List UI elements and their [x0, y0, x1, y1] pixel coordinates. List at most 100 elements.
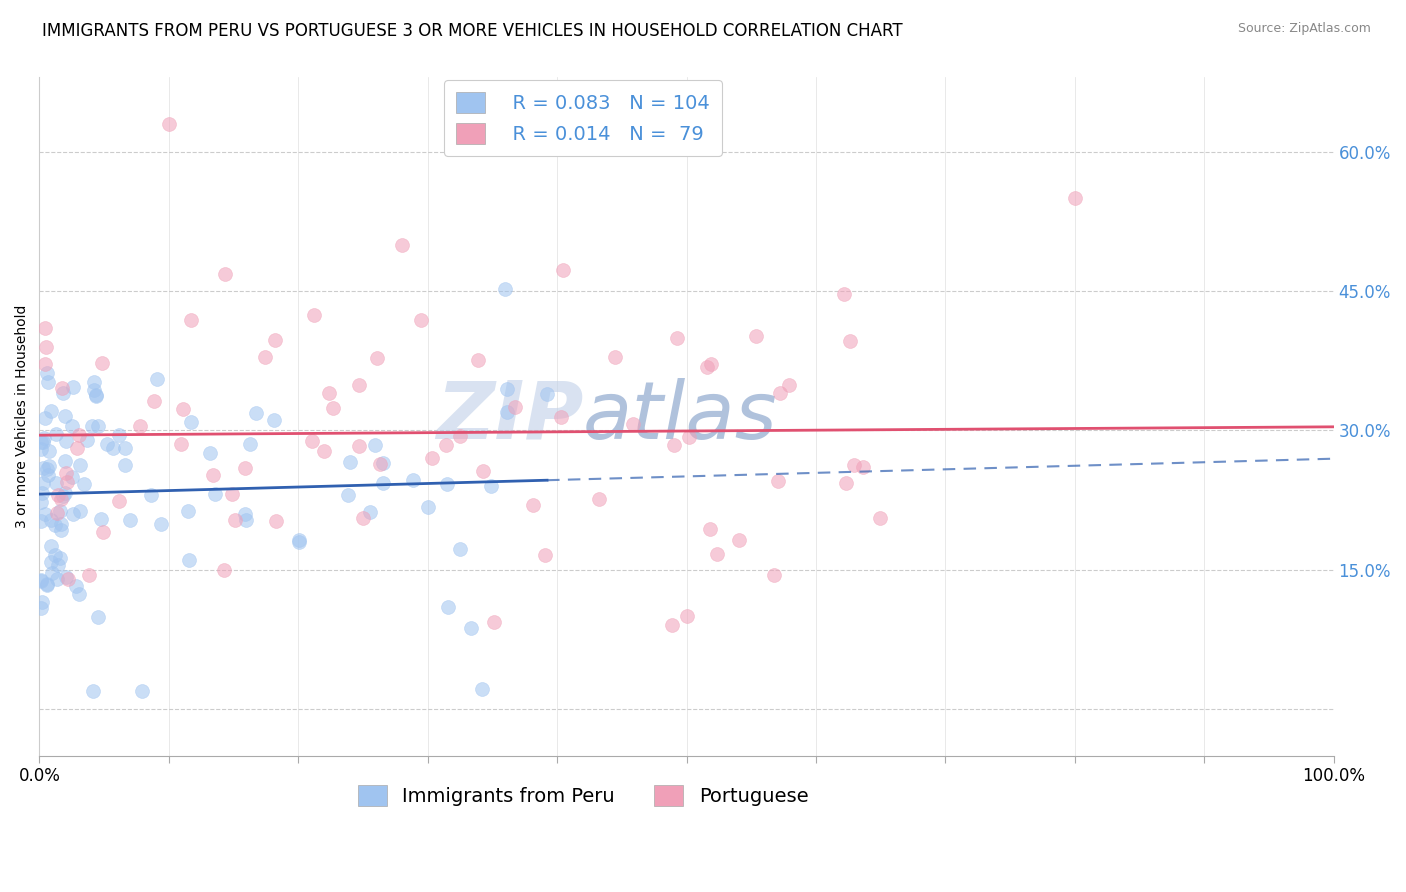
Point [30, 601, 52, 615]
Point [37, 468, 59, 483]
Point [34, 321, 56, 335]
Point [852, 460, 875, 475]
Point [835, 475, 858, 490]
Point [678, 430, 700, 444]
Point [86, 418, 108, 433]
Point [38, 458, 60, 473]
Point [52, 489, 75, 503]
Text: atlas: atlas [583, 377, 778, 456]
Point [31, 460, 53, 475]
Point [471, 464, 494, 478]
Point [434, 438, 457, 452]
Point [49, 504, 72, 518]
Text: IMMIGRANTS FROM PERU VS PORTUGUESE 3 OR MORE VEHICLES IN HOUSEHOLD CORRELATION C: IMMIGRANTS FROM PERU VS PORTUGUESE 3 OR … [42, 22, 903, 40]
Point [82, 683, 104, 698]
Point [550, 410, 572, 425]
Point [39, 555, 62, 569]
Point [339, 455, 361, 469]
Point [30, 495, 52, 509]
Point [603, 350, 626, 364]
Point [301, 434, 323, 448]
Text: ZIP: ZIP [436, 377, 583, 456]
Point [31, 486, 53, 500]
Point [233, 460, 256, 475]
Point [402, 473, 425, 487]
Point [479, 478, 502, 492]
Point [239, 436, 262, 450]
Point [35, 340, 58, 354]
Point [200, 446, 222, 460]
Point [180, 415, 202, 429]
Point [114, 441, 136, 455]
Point [30, 574, 52, 588]
Point [139, 488, 162, 502]
Point [44, 548, 66, 562]
Point [55, 466, 77, 480]
Point [696, 360, 718, 375]
Point [503, 401, 526, 415]
Point [69, 458, 91, 472]
Legend: Immigrants from Peru, Portuguese: Immigrants from Peru, Portuguese [350, 777, 815, 814]
Point [38, 443, 60, 458]
Point [34, 411, 56, 425]
Point [30, 515, 52, 529]
Point [31, 595, 53, 609]
Point [55, 570, 77, 584]
Point [84, 389, 107, 403]
Point [665, 331, 688, 345]
Point [30, 435, 52, 450]
Point [87, 609, 110, 624]
Point [467, 353, 489, 368]
Point [62, 507, 84, 521]
Point [373, 476, 395, 491]
Point [180, 313, 202, 327]
Point [288, 535, 311, 549]
Point [34, 507, 56, 521]
Point [46, 507, 69, 521]
Point [371, 456, 394, 470]
Point [30, 573, 52, 587]
Point [83, 375, 105, 389]
Point [522, 499, 544, 513]
Point [368, 458, 391, 472]
Point [418, 500, 440, 515]
Point [37, 375, 59, 389]
Text: Source: ZipAtlas.com: Source: ZipAtlas.com [1237, 22, 1371, 36]
Point [56, 475, 79, 489]
Point [55, 434, 77, 449]
Point [62, 419, 84, 434]
Point [131, 683, 153, 698]
Point [264, 514, 287, 528]
Point [46, 558, 69, 573]
Point [51, 381, 73, 395]
Point [45, 572, 67, 586]
Point [322, 401, 344, 416]
Point [449, 429, 471, 443]
Point [359, 505, 381, 519]
Point [67, 427, 90, 442]
Point [56, 572, 79, 586]
Point [495, 382, 517, 396]
Point [52, 386, 75, 401]
Point [288, 533, 311, 548]
Point [661, 618, 683, 632]
Point [66, 441, 89, 455]
Point [553, 262, 575, 277]
Point [53, 485, 76, 500]
Point [214, 267, 236, 281]
Point [49, 491, 72, 506]
Point [30, 442, 52, 456]
Point [224, 513, 246, 527]
Point [728, 533, 751, 547]
Point [62, 380, 84, 394]
Point [41, 566, 63, 580]
Point [495, 404, 517, 418]
Point [49, 516, 72, 531]
Point [662, 438, 685, 452]
Point [91, 524, 114, 539]
Point [221, 487, 243, 501]
Point [245, 406, 267, 420]
Point [347, 439, 370, 453]
Point [34, 357, 56, 371]
Y-axis label: 3 or more Vehicles in Household: 3 or more Vehicles in Household [15, 305, 30, 528]
